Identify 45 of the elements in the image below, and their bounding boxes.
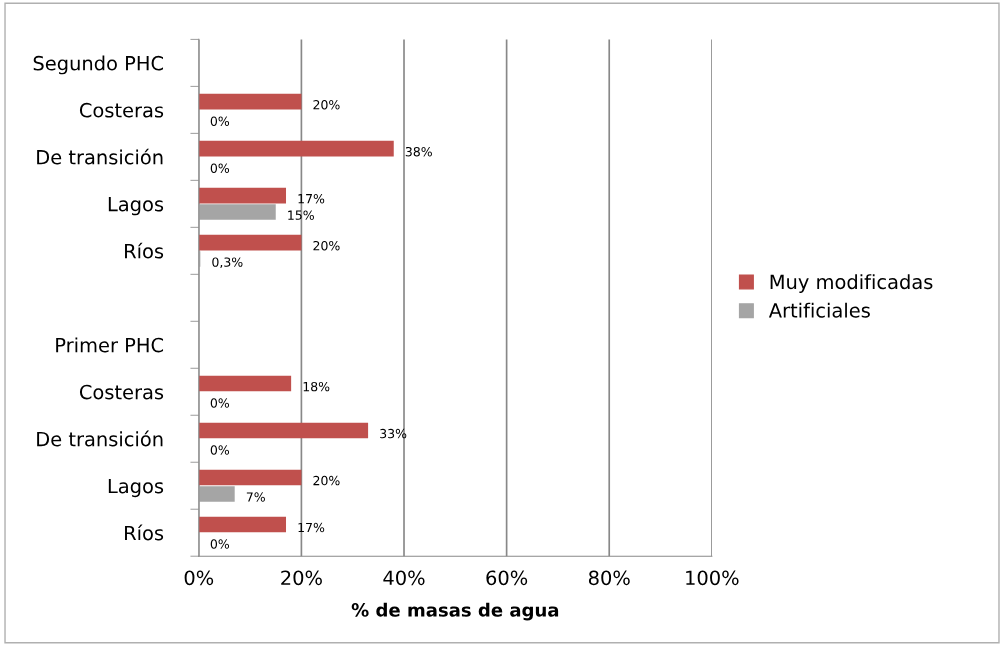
bar <box>198 187 287 204</box>
bar <box>198 204 276 220</box>
data-label: 15% <box>288 210 314 220</box>
y-tick-label: De transición <box>37 148 163 165</box>
data-label: 17% <box>298 193 325 204</box>
data-label: 0% <box>210 539 230 549</box>
bar <box>198 422 369 439</box>
x-tick-label: 0% <box>184 570 214 586</box>
y-tick-label: Costeras <box>79 384 164 400</box>
data-label: 0,3% <box>212 257 243 269</box>
data-label: 20% <box>313 475 340 486</box>
bar <box>198 375 292 392</box>
y-tick-label: Lagos <box>108 197 164 216</box>
y-tick-label: De transición <box>37 430 163 447</box>
x-tick-label: 100% <box>686 570 739 586</box>
x-tick-label: 60% <box>486 570 528 586</box>
data-label: 0% <box>210 163 230 173</box>
x-tick-label: 80% <box>588 570 630 586</box>
data-label: 20% <box>313 100 340 110</box>
data-label: 0% <box>210 445 230 455</box>
x-axis-title: % de masas de agua <box>351 602 559 621</box>
bar <box>198 516 287 533</box>
y-tick-label: Costeras <box>79 102 164 118</box>
data-label: 17% <box>298 522 325 533</box>
bar <box>198 234 302 251</box>
y-tick-label: Lagos <box>108 478 164 498</box>
y-tick-label: Primer PHC <box>56 337 164 353</box>
y-tick-label: Ríos <box>125 242 164 259</box>
bar <box>198 469 302 486</box>
data-label: 18% <box>303 381 330 392</box>
x-tick-label: 40% <box>383 570 425 586</box>
y-tick-label: Ríos <box>125 524 164 541</box>
bar <box>198 140 394 157</box>
y-tick-label: Segundo PHC <box>33 55 164 75</box>
legend-label: Artificiales <box>768 302 870 318</box>
x-tick-label: 20% <box>281 570 322 586</box>
data-label: 38% <box>405 146 432 157</box>
data-label: 0% <box>210 116 230 126</box>
data-label: 20% <box>313 240 340 251</box>
legend-label: Muy modificadas <box>770 274 933 293</box>
data-label: 0% <box>210 398 230 408</box>
bar <box>198 486 235 502</box>
data-label: 7% <box>246 492 265 502</box>
bar <box>198 93 302 110</box>
data-label: 33% <box>380 428 407 439</box>
